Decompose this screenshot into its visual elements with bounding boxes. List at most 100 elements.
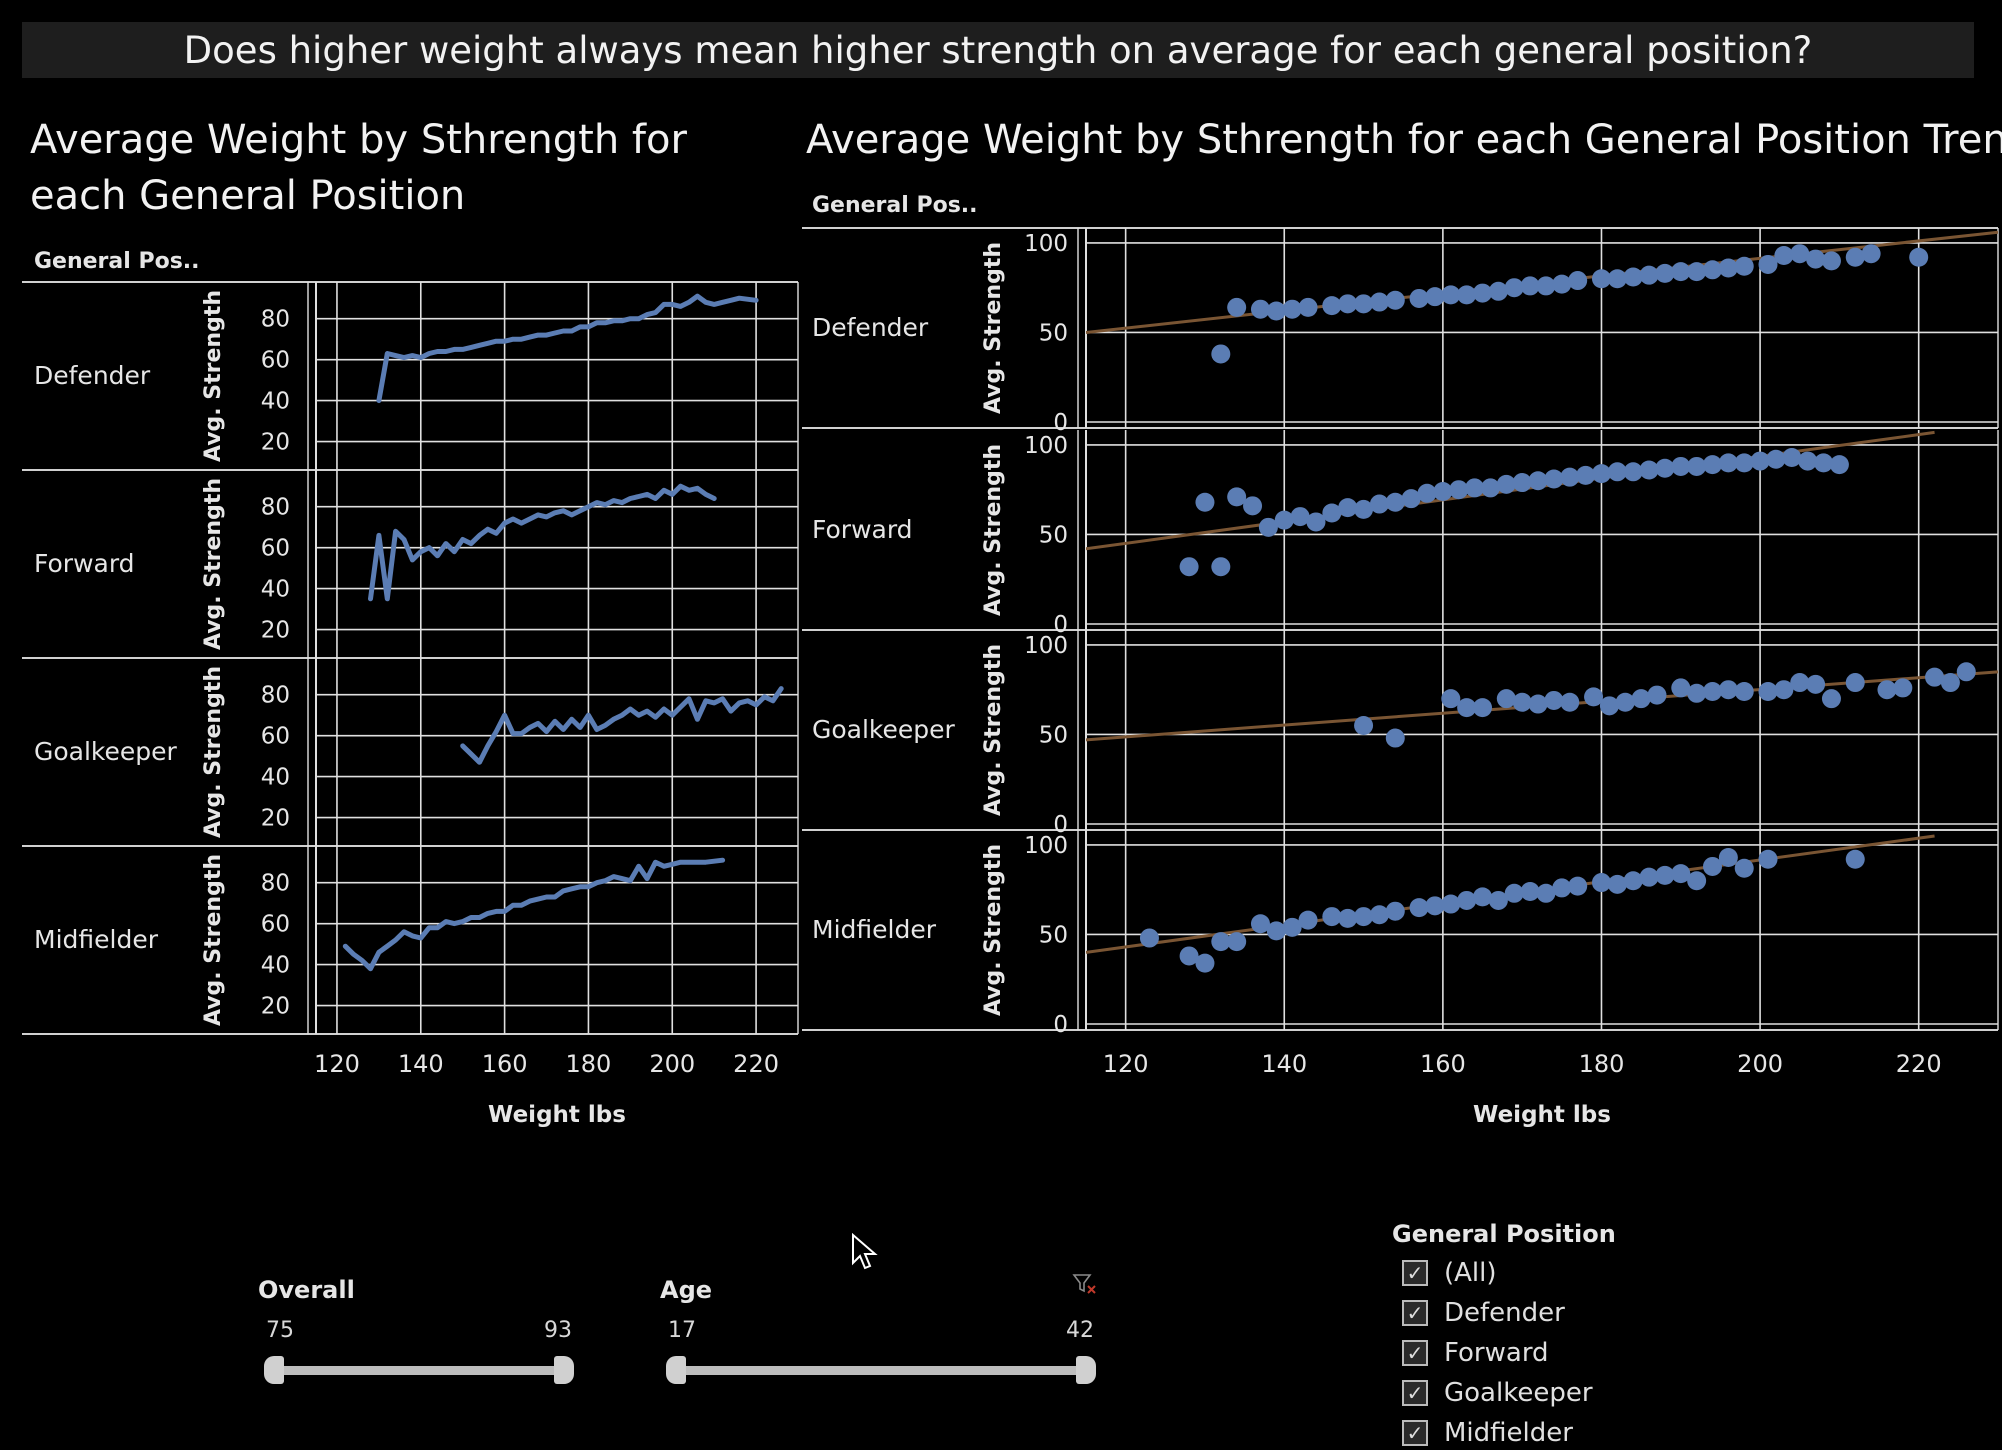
scatter-point xyxy=(1457,698,1477,718)
legend-item-label: Midfielder xyxy=(1444,1418,1573,1448)
scatter-point xyxy=(1250,914,1270,934)
scatter-point xyxy=(1211,932,1231,952)
scatter-point xyxy=(1734,682,1754,702)
checkbox[interactable]: ✓ xyxy=(1402,1300,1428,1326)
checkbox[interactable]: ✓ xyxy=(1402,1380,1428,1406)
scatter-point xyxy=(1607,874,1627,894)
overall-slider-max-handle[interactable] xyxy=(554,1356,574,1384)
scatter-point xyxy=(1703,682,1723,702)
scatter-point xyxy=(1821,689,1841,709)
scatter-point xyxy=(1806,249,1826,269)
scatter-point xyxy=(1306,512,1326,532)
y-axis-title: Avg. Strength xyxy=(981,242,1006,414)
age-slider-max-handle[interactable] xyxy=(1076,1356,1096,1384)
scatter-point xyxy=(1591,873,1611,893)
scatter-point xyxy=(1829,455,1849,475)
scatter-point xyxy=(1179,557,1199,577)
scatter-point xyxy=(1790,673,1810,693)
legend-title: General Position xyxy=(1392,1220,1616,1248)
scatter-point xyxy=(1639,460,1659,480)
x-tick-label: 220 xyxy=(733,1050,779,1078)
overall-slider-min-handle[interactable] xyxy=(264,1356,284,1384)
checkbox[interactable]: ✓ xyxy=(1402,1340,1428,1366)
scatter-point xyxy=(1552,878,1572,898)
legend-item[interactable]: ✓ Forward xyxy=(1402,1338,1549,1368)
y-tick-label: 80 xyxy=(261,495,290,521)
scatter-point xyxy=(1354,907,1374,927)
overall-filter-label: Overall xyxy=(258,1276,355,1304)
scatter-point xyxy=(1774,245,1794,265)
series-line xyxy=(460,686,784,765)
scatter-point xyxy=(1607,462,1627,482)
scatter-point xyxy=(1591,269,1611,289)
scatter-point xyxy=(1845,849,1865,869)
y-axis-title: Avg. Strength xyxy=(201,478,226,650)
scatter-point xyxy=(1909,247,1929,267)
y-tick-label: 80 xyxy=(261,307,290,333)
clear-filter-icon[interactable] xyxy=(1072,1272,1098,1296)
x-tick-label: 200 xyxy=(649,1050,695,1078)
position-label: Forward xyxy=(812,515,913,544)
scatter-point xyxy=(1703,455,1723,475)
age-slider-min-handle[interactable] xyxy=(666,1356,686,1384)
legend-item[interactable]: ✓ Defender xyxy=(1402,1298,1565,1328)
scatter-point xyxy=(1338,498,1358,518)
scatter-point xyxy=(1758,682,1778,702)
checkbox[interactable]: ✓ xyxy=(1402,1260,1428,1286)
scatter-point xyxy=(1433,482,1453,502)
checkbox[interactable]: ✓ xyxy=(1402,1420,1428,1446)
y-tick-label: 100 xyxy=(1024,433,1068,459)
scatter-point xyxy=(1623,871,1643,891)
scatter-point xyxy=(1615,692,1635,712)
position-label: Defender xyxy=(34,361,151,390)
scatter-point xyxy=(1282,299,1302,319)
scatter-point xyxy=(1369,494,1389,514)
scatter-point xyxy=(1266,921,1286,941)
scatter-point xyxy=(1798,451,1818,471)
age-slider-track[interactable] xyxy=(674,1366,1092,1375)
scatter-point xyxy=(1734,858,1754,878)
y-axis-title: Avg. Strength xyxy=(201,854,226,1026)
scatter-point xyxy=(1417,483,1437,503)
scatter-point xyxy=(1718,680,1738,700)
scatter-point xyxy=(1591,464,1611,484)
legend-item-label: Defender xyxy=(1444,1298,1565,1328)
row-header-label: General Pos.. xyxy=(812,193,978,218)
y-tick-label: 80 xyxy=(261,871,290,897)
scatter-point xyxy=(1385,728,1405,748)
legend-item[interactable]: ✓ (All) xyxy=(1402,1258,1497,1288)
scatter-point xyxy=(1504,278,1524,298)
overall-slider-track[interactable] xyxy=(274,1366,570,1375)
dashboard-header: Does higher weight always mean higher st… xyxy=(22,22,1974,78)
scatter-point xyxy=(1211,557,1231,577)
legend-item[interactable]: ✓ Goalkeeper xyxy=(1402,1378,1593,1408)
row-header-label: General Pos.. xyxy=(34,249,200,274)
legend-item-label: Goalkeeper xyxy=(1444,1378,1593,1408)
age-max-value: 42 xyxy=(1066,1318,1094,1343)
scatter-point xyxy=(1401,489,1421,509)
legend-item[interactable]: ✓ Midfielder xyxy=(1402,1418,1573,1448)
scatter-point xyxy=(1544,469,1564,489)
x-axis-title: Weight lbs xyxy=(488,1102,626,1128)
scatter-point xyxy=(1703,260,1723,280)
scatter-point xyxy=(1322,907,1342,927)
scatter-point xyxy=(1480,478,1500,498)
scatter-point xyxy=(1671,456,1691,476)
scatter-point xyxy=(1536,276,1556,296)
y-axis-title: Avg. Strength xyxy=(201,290,226,462)
scatter-point xyxy=(1488,281,1508,301)
scatter-point xyxy=(1544,690,1564,710)
scatter-point xyxy=(1385,901,1405,921)
scatter-point xyxy=(1369,905,1389,925)
scatter-point xyxy=(1528,471,1548,491)
scatter-point xyxy=(1790,244,1810,264)
scatter-point xyxy=(1814,453,1834,473)
scatter-point xyxy=(1290,507,1310,527)
scatter-point xyxy=(1425,896,1445,916)
scatter-point xyxy=(1718,453,1738,473)
scatter-point xyxy=(1211,344,1231,364)
scatter-point xyxy=(1369,292,1389,312)
scatter-point xyxy=(1409,898,1429,918)
scatter-point xyxy=(1734,256,1754,276)
